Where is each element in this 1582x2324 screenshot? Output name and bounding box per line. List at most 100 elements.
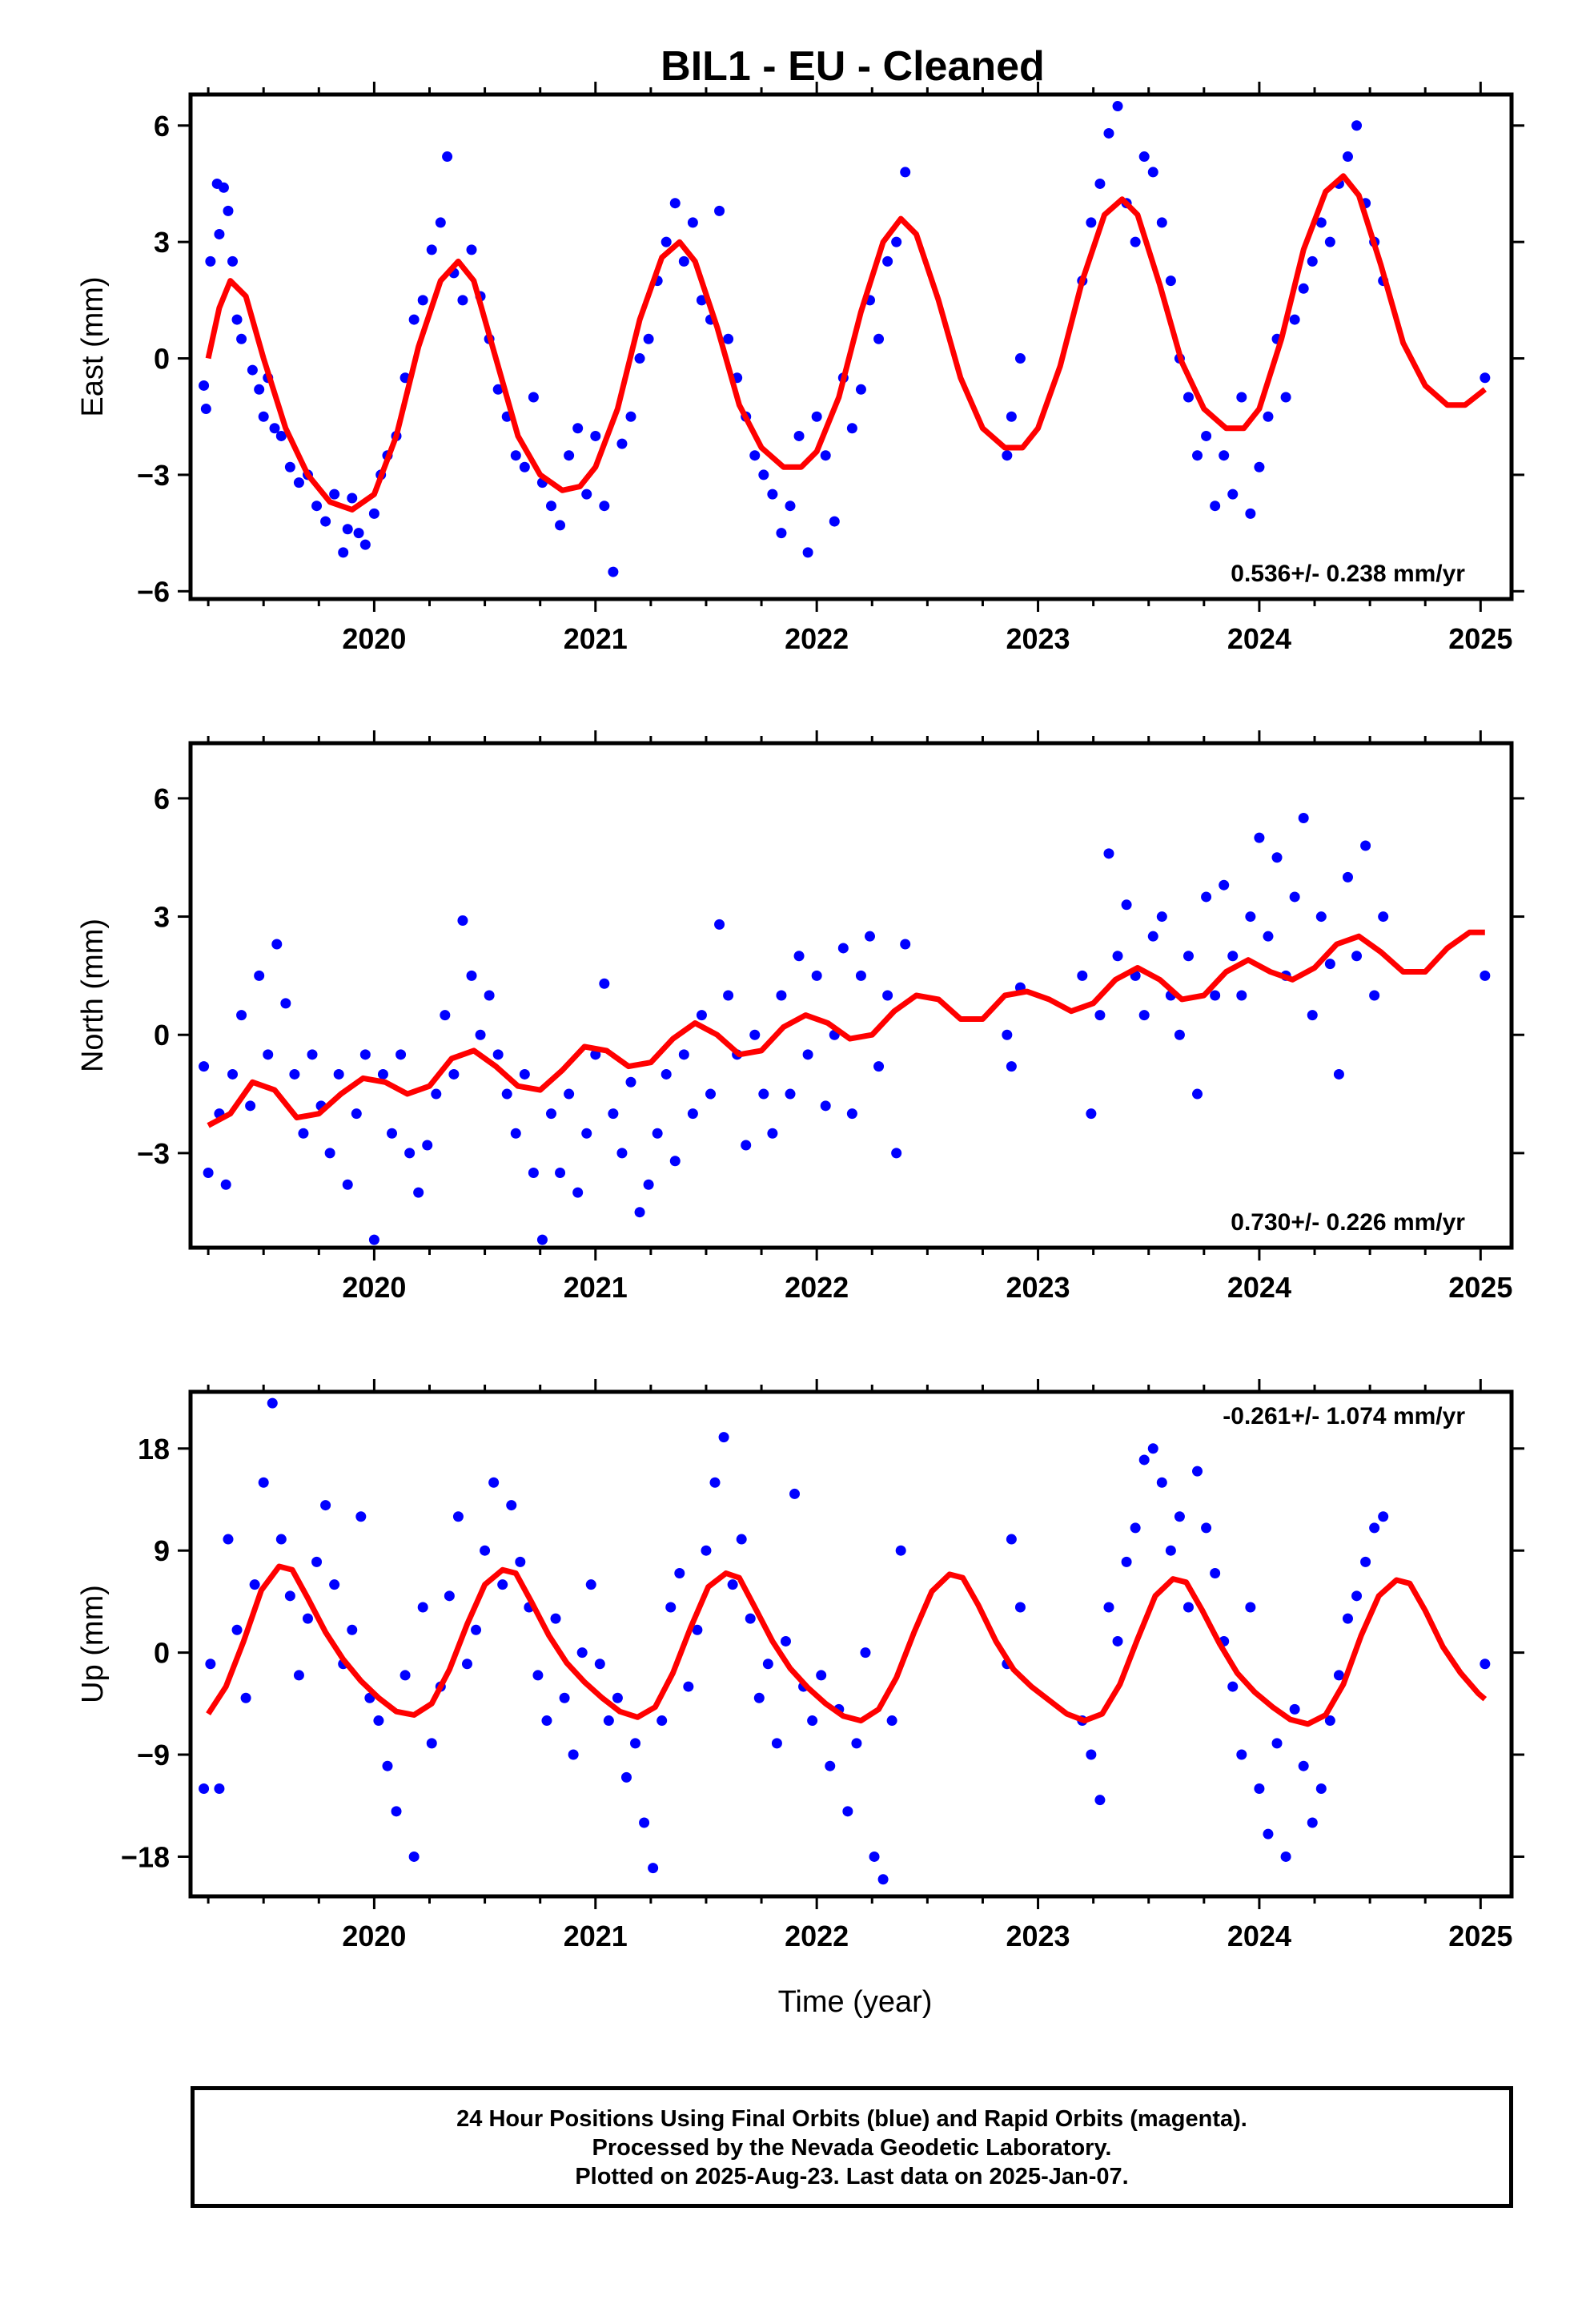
east-x-tick-label: 2025 bbox=[1448, 622, 1512, 655]
east-data-point bbox=[678, 255, 689, 267]
up-data-point bbox=[851, 1738, 862, 1749]
north-data-point bbox=[590, 1049, 601, 1060]
up-data-point bbox=[1094, 1795, 1106, 1806]
east-x-tick-label: 2023 bbox=[1006, 622, 1070, 655]
north-data-point bbox=[377, 1068, 388, 1080]
east-data-point bbox=[254, 384, 265, 395]
up-data-point bbox=[1271, 1738, 1283, 1749]
north-data-point bbox=[1138, 1010, 1150, 1021]
up-data-point bbox=[1298, 1760, 1309, 1771]
north-data-point bbox=[1351, 951, 1363, 962]
east-data-point bbox=[891, 236, 902, 247]
up-data-point bbox=[674, 1568, 685, 1579]
up-data-point bbox=[727, 1579, 738, 1590]
footer-line-3: Plotted on 2025-Aug-23. Last data on 202… bbox=[575, 2164, 1129, 2189]
up-data-point bbox=[284, 1590, 295, 1602]
up-data-point bbox=[585, 1579, 596, 1590]
east-y-tick-label: −6 bbox=[137, 575, 170, 608]
east-data-point bbox=[1165, 275, 1176, 287]
north-y-tick-label: 6 bbox=[154, 782, 170, 815]
up-data-point bbox=[683, 1681, 694, 1692]
north-data-point bbox=[900, 939, 911, 950]
east-data-point bbox=[855, 384, 866, 395]
up-data-point bbox=[1165, 1545, 1176, 1556]
east-x-tick-label: 2021 bbox=[564, 622, 628, 655]
east-data-point bbox=[1219, 450, 1230, 461]
east-data-point bbox=[1280, 392, 1291, 403]
north-data-point bbox=[767, 1128, 778, 1139]
east-data-point bbox=[426, 244, 437, 255]
north-data-point bbox=[714, 919, 725, 930]
up-data-point bbox=[231, 1624, 243, 1635]
east-x-tick-label: 2020 bbox=[342, 622, 406, 655]
east-data-point bbox=[1014, 353, 1026, 364]
north-data-point bbox=[1236, 990, 1247, 1001]
up-data-point bbox=[1307, 1817, 1318, 1828]
up-data-point bbox=[1138, 1454, 1150, 1466]
east-data-point bbox=[218, 182, 229, 193]
north-data-point bbox=[546, 1108, 557, 1120]
east-data-point bbox=[882, 255, 893, 267]
north-data-point bbox=[271, 939, 283, 950]
east-data-point bbox=[353, 528, 364, 539]
east-data-point bbox=[1342, 151, 1353, 163]
east-data-point bbox=[269, 423, 280, 434]
north-data-point bbox=[1315, 911, 1327, 923]
up-data-point bbox=[1006, 1534, 1017, 1545]
east-data-point bbox=[572, 423, 584, 434]
up-data-point bbox=[275, 1534, 287, 1545]
east-data-point bbox=[258, 411, 269, 422]
north-data-point bbox=[1254, 832, 1265, 843]
east-data-point bbox=[519, 461, 530, 472]
east-data-point bbox=[408, 314, 420, 325]
north-data-point bbox=[1192, 1088, 1203, 1100]
north-data-point bbox=[422, 1140, 433, 1151]
north-data-point bbox=[359, 1049, 371, 1060]
east-data-point bbox=[247, 364, 258, 376]
east-data-point bbox=[492, 384, 504, 395]
north-data-point bbox=[475, 1029, 486, 1040]
north-data-point bbox=[855, 970, 866, 981]
north-data-point bbox=[1210, 990, 1221, 1001]
up-data-point bbox=[480, 1545, 491, 1556]
east-data-point bbox=[214, 228, 225, 239]
up-data-point bbox=[214, 1783, 225, 1795]
north-data-point bbox=[705, 1088, 716, 1100]
east-data-point bbox=[758, 469, 769, 480]
up-x-tick-label: 2021 bbox=[564, 1920, 628, 1952]
north-data-point bbox=[1094, 1010, 1106, 1021]
up-data-point bbox=[452, 1511, 464, 1522]
up-data-point bbox=[1324, 1715, 1335, 1727]
north-y-axis-label: North (mm) bbox=[76, 919, 110, 1072]
footer-box: 24 Hour Positions Using Final Orbits (bl… bbox=[191, 2086, 1513, 2208]
north-data-point bbox=[1271, 852, 1283, 863]
east-data-point bbox=[1254, 461, 1265, 472]
north-data-point bbox=[1219, 879, 1230, 891]
north-data-point bbox=[616, 1148, 628, 1159]
up-data-point bbox=[825, 1760, 836, 1771]
north-data-points bbox=[199, 813, 1491, 1245]
east-data-point bbox=[442, 151, 453, 163]
east-data-point bbox=[1298, 283, 1309, 294]
up-y-tick-label: 0 bbox=[154, 1637, 170, 1670]
up-y-tick-label: −18 bbox=[121, 1840, 170, 1873]
up-data-point bbox=[630, 1738, 641, 1749]
up-x-tick-label: 2025 bbox=[1448, 1920, 1512, 1952]
up-data-point bbox=[1360, 1556, 1371, 1567]
east-data-point bbox=[802, 547, 813, 558]
north-data-point bbox=[882, 990, 893, 1001]
east-data-point bbox=[1006, 411, 1017, 422]
north-data-point bbox=[413, 1187, 424, 1198]
up-data-point bbox=[426, 1738, 437, 1749]
north-data-point bbox=[1002, 1029, 1013, 1040]
north-data-point bbox=[199, 1061, 210, 1072]
north-data-point bbox=[528, 1167, 539, 1178]
north-data-point bbox=[280, 998, 291, 1009]
east-y-axis-label: East (mm) bbox=[76, 276, 110, 416]
north-data-point bbox=[652, 1128, 663, 1139]
east-data-point bbox=[1112, 101, 1123, 112]
up-data-point bbox=[541, 1715, 552, 1727]
north-data-point bbox=[236, 1010, 247, 1021]
up-data-point bbox=[612, 1692, 623, 1703]
north-data-point bbox=[510, 1128, 521, 1139]
